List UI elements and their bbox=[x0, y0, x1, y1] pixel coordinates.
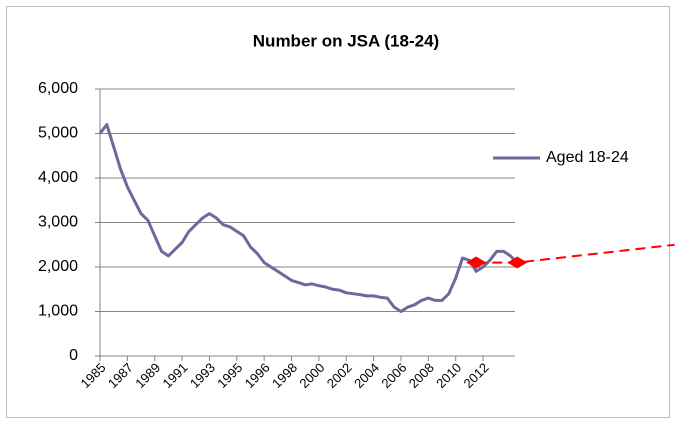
y-tick-label: 1,000 bbox=[38, 303, 78, 320]
series-line bbox=[98, 123, 519, 313]
marker bbox=[507, 256, 528, 269]
y-tick-label: 4,000 bbox=[38, 169, 78, 186]
legend-label: Aged 18-24 bbox=[546, 149, 629, 166]
y-tick-label: 6,000 bbox=[38, 80, 78, 97]
y-tick-label: 5,000 bbox=[38, 125, 78, 142]
y-tick-label: 0 bbox=[69, 347, 78, 364]
y-tick-label: 3,000 bbox=[38, 214, 78, 231]
y-tick-label: 2,000 bbox=[38, 258, 78, 275]
chart-border bbox=[6, 6, 670, 418]
chart-title: Number on JSA (18-24) bbox=[253, 31, 439, 50]
marker bbox=[466, 256, 487, 269]
